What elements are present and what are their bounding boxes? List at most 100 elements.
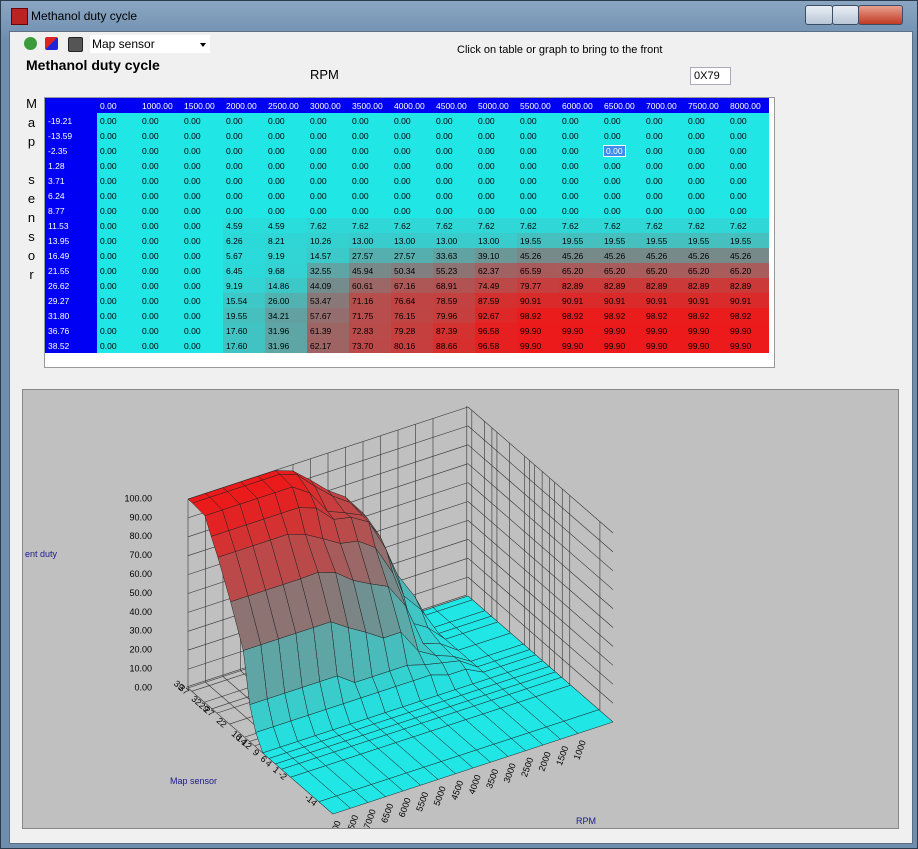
table-cell[interactable]: 90.91 (727, 293, 769, 308)
table-cell[interactable]: 0.00 (97, 218, 139, 233)
table-cell[interactable]: 0.00 (475, 143, 517, 158)
table-cell[interactable]: 9.68 (265, 263, 307, 278)
table-cell[interactable]: 0.00 (139, 203, 181, 218)
table-cell[interactable]: 0.00 (139, 173, 181, 188)
table-cell[interactable]: 99.90 (643, 338, 685, 353)
table-cell[interactable]: 0.00 (475, 128, 517, 143)
table-cell[interactable]: 0.00 (559, 158, 601, 173)
table-cell[interactable]: 7.62 (475, 218, 517, 233)
table-cell[interactable]: 82.89 (643, 278, 685, 293)
table-cell[interactable]: 0.00 (223, 143, 265, 158)
table-cell[interactable]: 7.62 (643, 218, 685, 233)
table-cell[interactable]: 65.20 (559, 263, 601, 278)
table-cell[interactable]: 19.55 (601, 233, 643, 248)
table-cell[interactable]: 0.00 (601, 143, 643, 158)
table-cell[interactable]: 6.26 (223, 233, 265, 248)
table-cell[interactable]: 67.16 (391, 278, 433, 293)
table-cell[interactable]: 13.00 (475, 233, 517, 248)
graph-panel[interactable]: 0.00 10.00 20.00 30.00 40.00 50.00 60.00 70.00 8… (22, 389, 899, 829)
table-cell[interactable]: 0.00 (517, 143, 559, 158)
table-cell[interactable]: 4.59 (223, 218, 265, 233)
table-cell[interactable]: 10.26 (307, 233, 349, 248)
table-cell[interactable]: 7.62 (685, 218, 727, 233)
table-cell[interactable]: 62.37 (475, 263, 517, 278)
table-cell[interactable]: 65.20 (643, 263, 685, 278)
table-cell[interactable]: 0.00 (223, 113, 265, 128)
table-cell[interactable]: 27.57 (391, 248, 433, 263)
table-cell[interactable]: 0.00 (265, 173, 307, 188)
table-cell[interactable]: 73.70 (349, 338, 391, 353)
table-cell[interactable]: 0.00 (181, 248, 223, 263)
table-cell[interactable]: 45.26 (727, 248, 769, 263)
table-cell[interactable]: 0.00 (181, 218, 223, 233)
table-cell[interactable]: 0.00 (181, 338, 223, 353)
refresh-icon[interactable] (24, 37, 37, 50)
table-cell[interactable]: 0.00 (601, 113, 643, 128)
table-cell[interactable]: 0.00 (223, 173, 265, 188)
table-cell[interactable]: 5.67 (223, 248, 265, 263)
table-cell[interactable]: 98.92 (685, 308, 727, 323)
table-cell[interactable]: 0.00 (391, 173, 433, 188)
table-cell[interactable]: 0.00 (97, 323, 139, 338)
table-cell[interactable]: 0.00 (349, 128, 391, 143)
table-cell[interactable]: 0.00 (433, 113, 475, 128)
table-cell[interactable]: 92.67 (475, 308, 517, 323)
table-cell[interactable]: 60.61 (349, 278, 391, 293)
table-cell[interactable]: 9.19 (265, 248, 307, 263)
table-cell[interactable]: 0.00 (517, 188, 559, 203)
table-cell[interactable]: 68.91 (433, 278, 475, 293)
table-cell[interactable]: 98.92 (643, 308, 685, 323)
table-cell[interactable]: 0.00 (97, 143, 139, 158)
table-cell[interactable]: 0.00 (433, 158, 475, 173)
table-cell[interactable]: 0.00 (433, 203, 475, 218)
table-cell[interactable]: 6.45 (223, 263, 265, 278)
table-cell[interactable]: 0.00 (139, 263, 181, 278)
table-cell[interactable]: 82.89 (559, 278, 601, 293)
table-cell[interactable]: 0.00 (601, 158, 643, 173)
table-cell[interactable]: 0.00 (181, 263, 223, 278)
table-cell[interactable]: 0.00 (727, 158, 769, 173)
table-cell[interactable]: 99.90 (685, 338, 727, 353)
table-cell[interactable]: 0.00 (391, 203, 433, 218)
table-cell[interactable]: 99.90 (643, 323, 685, 338)
table-cell[interactable]: 88.66 (433, 338, 475, 353)
table-cell[interactable]: 0.00 (97, 233, 139, 248)
table-cell[interactable]: 0.00 (727, 203, 769, 218)
table-cell[interactable]: 0.00 (601, 188, 643, 203)
table-cell[interactable]: 26.00 (265, 293, 307, 308)
table-cell[interactable]: 45.26 (517, 248, 559, 263)
table-cell[interactable]: 0.00 (139, 188, 181, 203)
table-cell[interactable]: 0.00 (181, 308, 223, 323)
table-cell[interactable]: 0.00 (475, 203, 517, 218)
table-cell[interactable]: 0.00 (223, 158, 265, 173)
table-cell[interactable]: 0.00 (307, 173, 349, 188)
table-cell[interactable]: 0.00 (685, 188, 727, 203)
table-cell[interactable]: 96.58 (475, 338, 517, 353)
table-cell[interactable]: 0.00 (433, 128, 475, 143)
table-cell[interactable]: 99.90 (685, 323, 727, 338)
table-cell[interactable]: 17.60 (223, 323, 265, 338)
table-cell[interactable]: 79.77 (517, 278, 559, 293)
table-cell[interactable]: 0.00 (601, 173, 643, 188)
close-button[interactable] (858, 5, 903, 25)
table-cell[interactable]: 0.00 (433, 173, 475, 188)
table-cell[interactable]: 0.00 (97, 188, 139, 203)
table-cell[interactable]: 0.00 (97, 338, 139, 353)
table-cell[interactable]: 0.00 (475, 113, 517, 128)
table-cell[interactable]: 0.00 (139, 248, 181, 263)
table-cell[interactable]: 0.00 (181, 158, 223, 173)
table-cell[interactable]: 0.00 (139, 338, 181, 353)
table-cell[interactable]: 14.57 (307, 248, 349, 263)
table-cell[interactable]: 0.00 (559, 113, 601, 128)
table-cell[interactable]: 0.00 (181, 233, 223, 248)
table-cell[interactable]: 32.55 (307, 263, 349, 278)
table-cell[interactable]: 0.00 (643, 203, 685, 218)
table-cell[interactable]: 0.00 (97, 308, 139, 323)
table-cell[interactable]: 87.59 (475, 293, 517, 308)
table-cell[interactable]: 0.00 (517, 173, 559, 188)
table-cell[interactable]: 7.62 (727, 218, 769, 233)
table-cell[interactable]: 0.00 (307, 188, 349, 203)
table-cell[interactable]: 0.00 (727, 173, 769, 188)
table-cell[interactable]: 0.00 (139, 308, 181, 323)
address-box[interactable]: 0X79 (690, 67, 731, 85)
